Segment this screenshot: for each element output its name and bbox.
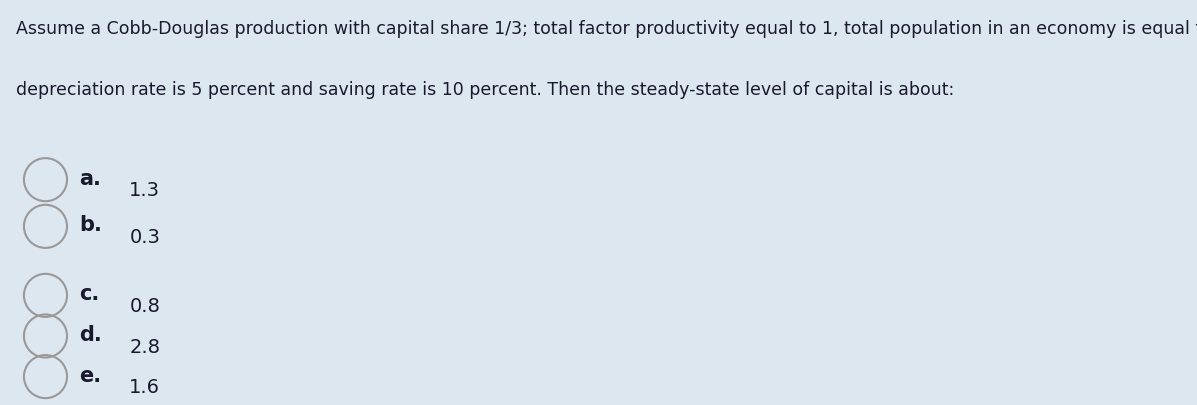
Text: a.: a. xyxy=(79,168,101,188)
Text: b.: b. xyxy=(79,215,102,235)
Text: e.: e. xyxy=(79,364,101,385)
Text: 2.8: 2.8 xyxy=(129,337,160,356)
Text: 1.6: 1.6 xyxy=(129,377,160,396)
Text: d.: d. xyxy=(79,324,102,344)
Text: 0.8: 0.8 xyxy=(129,296,160,315)
Text: depreciation rate is 5 percent and saving rate is 10 percent. Then the steady-st: depreciation rate is 5 percent and savin… xyxy=(16,81,954,99)
Text: 0.3: 0.3 xyxy=(129,228,160,246)
Text: 1.3: 1.3 xyxy=(129,181,160,200)
Text: Assume a Cobb-Douglas production with capital share 1/3; total factor productivi: Assume a Cobb-Douglas production with ca… xyxy=(16,20,1197,38)
Text: c.: c. xyxy=(79,284,99,304)
